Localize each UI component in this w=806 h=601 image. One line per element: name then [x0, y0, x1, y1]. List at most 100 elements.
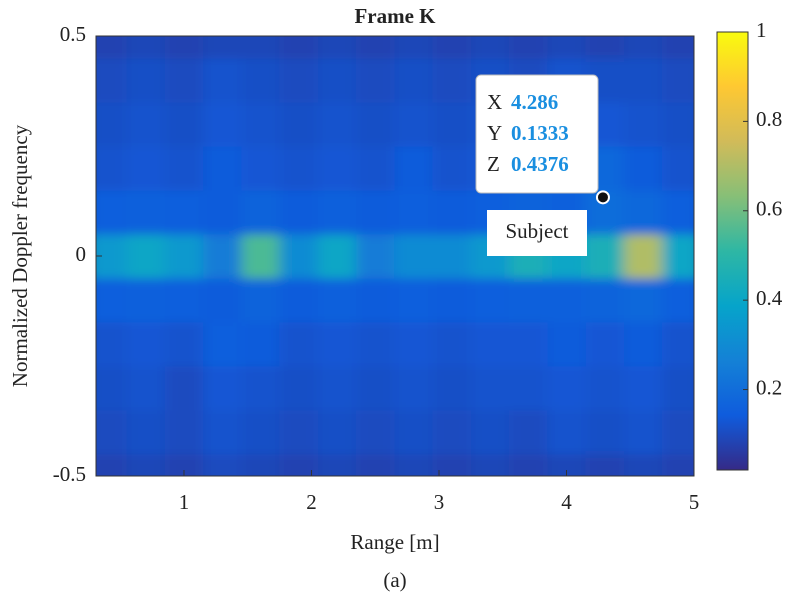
- heatmap-cell: [547, 278, 587, 323]
- heatmap-cell: [623, 36, 663, 59]
- heatmap-cell: [585, 234, 625, 279]
- heatmap-cell: [356, 278, 395, 323]
- heatmap-cell: [96, 366, 128, 411]
- heatmap-cell: [623, 102, 663, 147]
- datatip-value: 4.286: [511, 90, 558, 114]
- heatmap-cell: [509, 36, 548, 59]
- heatmap-cell: [317, 234, 357, 279]
- heatmap-cell: [432, 410, 472, 455]
- heatmap-cell: [279, 190, 319, 235]
- heatmap-cell: [470, 322, 510, 367]
- heatmap-cell: [317, 146, 357, 191]
- colorbar-tick-label: 0.8: [756, 107, 782, 131]
- heatmap-cell: [662, 58, 694, 103]
- y-axis-label: Normalized Doppler frequency: [8, 124, 32, 387]
- heatmap-cell: [317, 102, 357, 147]
- datatip-name: Z: [487, 152, 500, 176]
- heatmap-cell: [164, 366, 204, 411]
- heatmap-cell: [394, 190, 434, 235]
- y-tick-label: -0.5: [53, 462, 86, 486]
- heatmap-cell: [126, 234, 166, 279]
- heatmap-cell: [241, 454, 281, 476]
- heatmap-cell: [547, 322, 587, 367]
- heatmap-cell: [203, 36, 242, 59]
- heatmap-cell: [279, 366, 319, 411]
- heatmap-cell: [470, 410, 510, 455]
- heatmap-cell: [509, 366, 548, 411]
- heatmap-cell: [509, 454, 548, 476]
- heatmap-cell: [432, 58, 472, 103]
- heatmap-cell: [241, 146, 281, 191]
- heatmap-cell: [356, 322, 395, 367]
- heatmap-cell: [394, 146, 434, 191]
- heatmap-cell: [164, 278, 204, 323]
- heatmap-cell: [126, 410, 166, 455]
- heatmap-cell: [623, 410, 663, 455]
- heatmap-cell: [279, 146, 319, 191]
- y-tick-label: 0.5: [60, 22, 86, 46]
- heatmap-cell: [203, 366, 242, 411]
- x-tick-label: 2: [306, 490, 317, 514]
- heatmap-cell: [279, 36, 319, 59]
- heatmap-cell: [241, 36, 281, 59]
- heatmap-cell: [356, 190, 395, 235]
- datatip-value: 0.1333: [511, 121, 569, 145]
- heatmap-cell: [432, 190, 472, 235]
- datatip-name: Y: [487, 121, 502, 145]
- heatmap-cell: [585, 454, 625, 476]
- heatmap-cell: [662, 190, 694, 235]
- heatmap-cell: [126, 322, 166, 367]
- heatmap-cell: [126, 278, 166, 323]
- heatmap-cell: [662, 410, 694, 455]
- heatmap-cell: [623, 58, 663, 103]
- heatmap-cell: [241, 190, 281, 235]
- heatmap-cell: [394, 366, 434, 411]
- heatmap-cell: [203, 190, 242, 235]
- heatmap-cell: [662, 146, 694, 191]
- heatmap-cell: [164, 36, 204, 59]
- heatmap-cell: [203, 234, 242, 279]
- colorbar-tick-label: 0.4: [756, 286, 783, 310]
- heatmap-cell: [126, 454, 166, 476]
- heatmap-cell: [394, 454, 434, 476]
- heatmap-cell: [623, 322, 663, 367]
- heatmap-cell: [279, 102, 319, 147]
- heatmap-cell: [509, 322, 548, 367]
- heatmap-cell: [164, 102, 204, 147]
- heatmap-cell: [241, 58, 281, 103]
- heatmap-cell: [241, 102, 281, 147]
- heatmap-cell: [164, 322, 204, 367]
- heatmap-cell: [203, 146, 242, 191]
- heatmap-cell: [623, 278, 663, 323]
- heatmap-cell: [547, 454, 587, 476]
- heatmap-cell: [547, 36, 587, 59]
- heatmap-cell: [203, 278, 242, 323]
- heatmap-cell: [432, 146, 472, 191]
- colorbar-tick-label: 0.6: [756, 197, 782, 221]
- x-tick-label: 4: [561, 490, 572, 514]
- heatmap-cell: [432, 36, 472, 59]
- heatmap-cell: [126, 36, 166, 59]
- heatmap-cell: [623, 454, 663, 476]
- heatmap-cell: [241, 366, 281, 411]
- heatmap-cell: [662, 366, 694, 411]
- heatmap-cell: [317, 410, 357, 455]
- heatmap-cell: [126, 366, 166, 411]
- heatmap-cell: [662, 36, 694, 59]
- heatmap-cell: [623, 190, 663, 235]
- heatmap-cell: [662, 454, 694, 476]
- colorbar-tick-label: 1: [756, 18, 767, 42]
- heatmap-cell: [96, 410, 128, 455]
- heatmap-cell: [356, 410, 395, 455]
- heatmap-cell: [279, 234, 319, 279]
- heatmap-cell: [96, 58, 128, 103]
- heatmap-cell: [203, 454, 242, 476]
- heatmap-cell: [662, 102, 694, 147]
- heatmap-cell: [356, 234, 395, 279]
- heatmap-cell: [623, 366, 663, 411]
- datatip-value: 0.4376: [511, 152, 569, 176]
- heatmap-cell: [164, 410, 204, 455]
- heatmap-cell: [623, 146, 663, 191]
- heatmap-cell: [585, 410, 625, 455]
